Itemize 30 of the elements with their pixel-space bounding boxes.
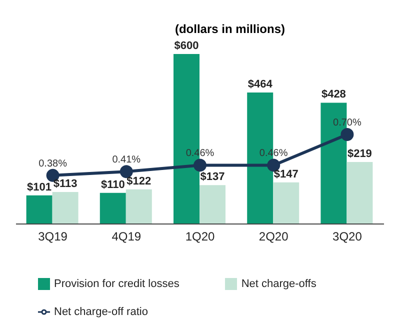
bar bbox=[100, 192, 126, 224]
bar bbox=[200, 185, 226, 224]
bar bbox=[26, 195, 52, 224]
data-label: $147 bbox=[274, 168, 298, 180]
data-label: $113 bbox=[53, 178, 78, 190]
data-label: $428 bbox=[321, 88, 346, 101]
x-tick-label: 1Q20 bbox=[185, 230, 215, 244]
data-label: $600 bbox=[174, 40, 199, 52]
legend-label: Net charge-off ratio bbox=[54, 306, 148, 318]
data-label: $101 bbox=[27, 181, 52, 194]
chart-title: (dollars in millions) bbox=[174, 22, 286, 36]
x-tick-label: 4Q19 bbox=[112, 230, 142, 244]
bar bbox=[346, 162, 373, 224]
data-label: $122 bbox=[126, 175, 152, 188]
data-label: 0.41% bbox=[112, 154, 141, 166]
x-tick-label: 2Q20 bbox=[258, 230, 289, 244]
data-label: $464 bbox=[248, 78, 274, 91]
bar bbox=[52, 192, 78, 224]
data-label: $137 bbox=[200, 171, 225, 184]
data-label: $219 bbox=[347, 148, 372, 160]
data-label: $110 bbox=[100, 178, 125, 191]
x-tick-label: 3Q20 bbox=[332, 230, 362, 244]
legend-label: Net charge-offs bbox=[241, 278, 316, 290]
bar bbox=[126, 189, 152, 224]
point bbox=[194, 158, 206, 172]
bar bbox=[273, 182, 300, 224]
data-label: 0.38% bbox=[38, 158, 68, 170]
point bbox=[340, 128, 354, 142]
legend-label: Provision for credit losses bbox=[54, 278, 180, 290]
x-tick-label: 3Q19 bbox=[38, 230, 68, 244]
